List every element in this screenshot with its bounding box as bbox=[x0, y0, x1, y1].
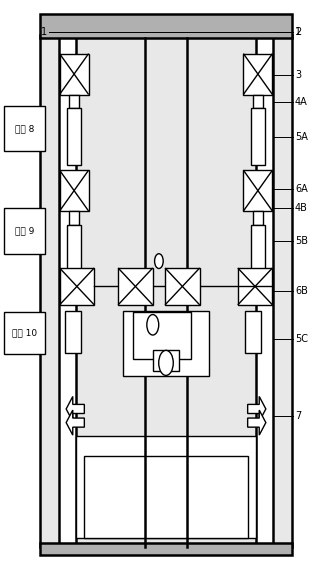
Text: 油层 9: 油层 9 bbox=[15, 226, 34, 235]
Polygon shape bbox=[66, 410, 84, 435]
Text: 3: 3 bbox=[295, 70, 301, 80]
Polygon shape bbox=[66, 397, 84, 421]
Polygon shape bbox=[248, 410, 266, 435]
Bar bbox=[4, 208, 45, 254]
Bar bbox=[253, 95, 263, 108]
Bar bbox=[41, 14, 291, 38]
Text: 1: 1 bbox=[41, 27, 47, 37]
Bar bbox=[65, 311, 81, 353]
Bar bbox=[59, 268, 94, 305]
Text: 6A: 6A bbox=[295, 185, 308, 194]
Text: 6B: 6B bbox=[295, 286, 308, 296]
Bar bbox=[69, 211, 79, 225]
Bar bbox=[67, 108, 81, 165]
Bar bbox=[251, 225, 265, 279]
Text: 4A: 4A bbox=[295, 97, 308, 107]
Text: 7: 7 bbox=[295, 411, 301, 421]
Text: 5C: 5C bbox=[295, 334, 308, 344]
Bar bbox=[4, 312, 45, 355]
Text: 油层 10: 油层 10 bbox=[12, 328, 37, 337]
Bar bbox=[133, 312, 191, 359]
Text: 4B: 4B bbox=[295, 203, 308, 213]
Bar bbox=[41, 543, 291, 555]
Bar bbox=[243, 54, 273, 95]
Bar bbox=[245, 311, 261, 353]
Bar bbox=[59, 54, 89, 95]
Bar bbox=[69, 95, 79, 108]
Bar bbox=[59, 170, 89, 211]
Bar bbox=[123, 311, 209, 376]
Text: 油层 8: 油层 8 bbox=[15, 124, 34, 133]
Bar bbox=[153, 350, 179, 372]
Text: 5B: 5B bbox=[295, 235, 308, 246]
Bar bbox=[253, 211, 263, 225]
Circle shape bbox=[155, 254, 163, 268]
Bar bbox=[256, 35, 274, 547]
Bar bbox=[41, 35, 291, 547]
Text: 5A: 5A bbox=[295, 132, 308, 142]
Bar bbox=[118, 268, 153, 305]
Bar bbox=[84, 455, 248, 538]
Circle shape bbox=[159, 351, 173, 376]
Text: 1: 1 bbox=[295, 27, 301, 37]
Text: 2: 2 bbox=[295, 27, 301, 37]
Bar bbox=[251, 108, 265, 165]
Bar bbox=[67, 225, 81, 279]
Bar bbox=[58, 35, 76, 547]
Bar bbox=[243, 170, 273, 211]
Polygon shape bbox=[248, 397, 266, 421]
Bar bbox=[238, 268, 273, 305]
Circle shape bbox=[147, 315, 159, 335]
Bar bbox=[165, 268, 200, 305]
Bar bbox=[4, 106, 45, 152]
Bar bbox=[76, 435, 256, 538]
